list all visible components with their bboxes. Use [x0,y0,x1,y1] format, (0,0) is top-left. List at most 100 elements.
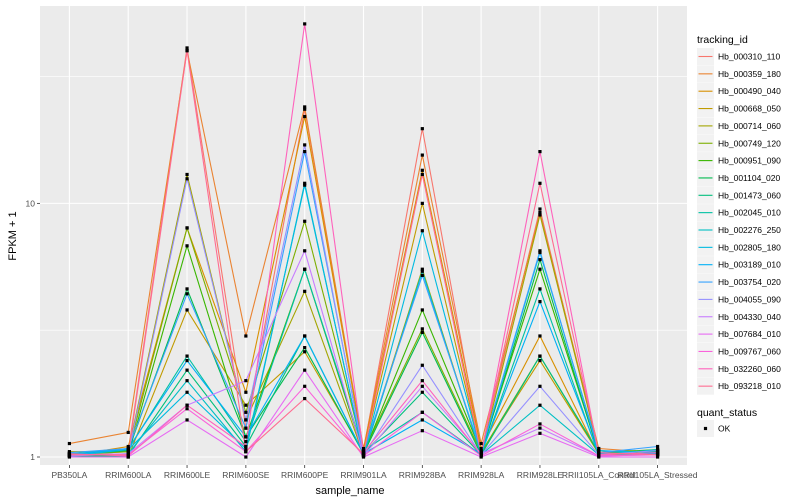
x-tick-label: RRIM600SE [222,470,270,480]
legend-label: Hb_000714_060 [718,121,781,131]
data-point [597,448,601,453]
data-point [420,172,424,177]
legend-label: Hb_002805_180 [718,242,781,252]
data-point [420,267,424,271]
data-point [185,46,189,50]
data-point [420,269,424,273]
data-point [185,244,189,248]
data-point [185,49,189,53]
data-point [538,426,542,430]
data-point [420,153,424,157]
data-point [538,358,542,363]
data-point [67,455,72,459]
data-point [244,390,248,394]
y-axis-title: FPKM + 1 [7,211,19,260]
data-point [420,363,424,367]
data-point [303,334,307,338]
data-point [538,249,542,253]
data-point [126,444,130,449]
data-point [420,127,424,131]
data-point [420,330,424,334]
legend-label: Hb_093218_010 [718,381,781,391]
legend-label: Hb_000490_040 [718,86,781,96]
data-point [538,384,542,388]
x-tick-label: RRIM928LE [517,470,564,480]
x-tick-label: RRIM600LA [105,470,152,480]
data-point [185,226,189,230]
data-point [185,390,189,394]
x-tick-label: RRII105LA_Stressed [618,470,698,480]
data-point [538,207,542,211]
data-point [655,453,660,457]
data-point [67,441,72,446]
data-point [185,354,189,358]
legend-label: Hb_004055_090 [718,294,781,304]
x-tick-label: RRIM600LE [164,470,211,480]
data-point [303,249,307,253]
legend-label: Hb_007684_010 [718,329,781,339]
legend: tracking_id Hb_000310_110Hb_000359_180Hb… [697,34,781,437]
legend2-marker [703,426,708,431]
data-point [244,334,248,338]
data-point [303,105,307,109]
data-point [303,346,307,350]
data-point [303,143,307,147]
data-point [303,384,307,388]
data-point [538,213,542,217]
legend-label: Hb_001473_060 [718,190,781,200]
data-point [655,448,660,453]
data-point [597,451,601,455]
data-point [538,422,542,426]
data-point [185,308,189,312]
legend-title: tracking_id [697,34,748,46]
data-point [185,407,189,411]
data-point [361,452,366,456]
legend-label: Hb_000668_050 [718,104,781,114]
x-tick-label: RRII105LA_Control [562,470,636,480]
data-point [67,453,72,457]
data-point [244,418,248,422]
data-point [420,201,424,205]
legend2-items: OK [697,420,731,437]
data-point [185,368,189,372]
data-point [538,431,542,435]
data-point [185,403,189,407]
data-point [244,455,248,459]
data-point [538,210,542,215]
data-point [244,403,248,407]
data-point [185,292,189,296]
data-point [479,441,483,446]
x-axis-title: sample_name [315,485,384,497]
data-point [244,450,248,454]
data-point [479,452,483,456]
data-point [420,273,424,277]
legend-label: Hb_004330_040 [718,312,781,322]
x-tick-label: RRIM600PE [281,470,329,480]
data-point [244,426,248,430]
data-point [185,287,189,291]
data-point [655,451,660,455]
data-point [538,267,542,271]
x-tick-label: RRIM928LA [458,470,505,480]
data-point [420,229,424,233]
data-point [420,379,424,383]
data-point [303,368,307,372]
data-point [420,384,424,388]
data-point [244,440,248,444]
data-point [538,299,542,304]
data-point [303,22,307,26]
data-point [538,403,542,407]
data-point [538,334,542,338]
data-point [538,258,542,262]
data-point [538,250,542,255]
data-point [479,450,483,454]
data-point [303,267,307,271]
data-point [244,444,248,449]
legend-label: Hb_002276_250 [718,225,781,235]
data-point [185,418,189,422]
data-point [303,181,307,185]
data-point [655,444,660,449]
data-point [244,435,248,439]
data-point [244,410,248,414]
